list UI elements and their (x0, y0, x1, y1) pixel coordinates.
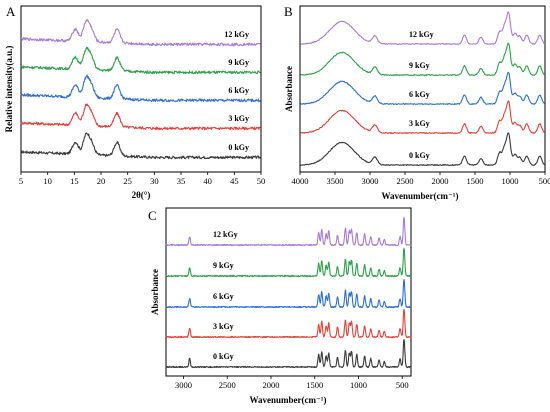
series-line (20, 103, 261, 131)
series-label: 6 kGy (409, 90, 430, 99)
x-tick-label: 1000 (350, 380, 367, 390)
series-line (299, 11, 546, 45)
panel-a-letter: A (6, 4, 16, 19)
panel-b-series-group (299, 11, 546, 166)
panel-a-y-axis-title: Relative intensity(a.u.) (4, 46, 14, 133)
x-tick-label: 1500 (306, 380, 323, 390)
panel-b-letter: B (284, 4, 293, 19)
panel-b-y-axis-title: Absorbance (284, 66, 294, 112)
panel-a: A 5 10 15 20 25 30 35 40 45 50 0 kGy 3 kGy 6 kGy 9 k… (4, 4, 265, 200)
x-tick-label: 1000 (502, 176, 519, 186)
series-line (300, 42, 546, 76)
x-tick-label: 2500 (219, 380, 236, 390)
panel-c: C 3000 2500 2000 1500 1000 500 0 kGy 3 kGy 6 kG… (148, 207, 412, 405)
x-tick-label: 3000 (175, 380, 192, 390)
x-tick-label: 1500 (467, 176, 484, 186)
x-tick-label: 50 (257, 176, 266, 186)
x-tick-label: 40 (203, 176, 212, 186)
panel-c-plot-frame (165, 207, 412, 377)
x-tick-label: 2000 (432, 176, 449, 186)
series-label: 0 kGy (213, 352, 234, 361)
series-label: 6 kGy (228, 86, 249, 95)
x-tick-label: 20 (97, 176, 106, 186)
panel-a-series-group (20, 19, 262, 160)
series-label: 3 kGy (213, 322, 234, 331)
panel-a-x-axis: 5 10 15 20 25 30 35 40 45 50 (19, 172, 265, 186)
series-label: 0 kGy (409, 151, 430, 160)
x-tick-label: 2000 (263, 380, 280, 390)
series-line (20, 74, 261, 103)
x-tick-label: 500 (539, 176, 550, 186)
panel-c-x-axis-title: Wavenumber(cm⁻¹) (250, 395, 327, 405)
x-tick-label: 15 (70, 176, 79, 186)
panel-c-letter: C (148, 208, 157, 223)
series-label: 3 kGy (409, 119, 430, 128)
x-tick-label: 3000 (362, 176, 379, 186)
panel-a-series-labels: 0 kGy 3 kGy 6 kGy 9 kGy 12 kGy (224, 30, 249, 152)
panel-b: B 4000 3500 3000 2500 2000 1500 1000 500 0 kGy 3… (284, 4, 550, 201)
series-line (165, 338, 412, 369)
panel-b-x-axis-title: Wavenumber(cm⁻¹) (382, 191, 459, 201)
x-tick-label: 45 (230, 176, 239, 186)
panel-c-y-axis-title: Absorbance (150, 269, 160, 315)
x-tick-label: 5 (19, 176, 23, 186)
series-line (165, 308, 412, 339)
x-tick-label: 4000 (292, 176, 309, 186)
series-label: 12 kGy (224, 30, 249, 39)
x-tick-label: 2500 (397, 176, 414, 186)
series-line (165, 247, 412, 278)
series-line (299, 100, 546, 134)
panel-b-plot-frame (299, 5, 546, 173)
series-line (300, 71, 546, 105)
series-line (165, 278, 412, 309)
series-label: 12 kGy (409, 30, 434, 39)
x-tick-label: 30 (150, 176, 159, 186)
x-tick-label: 35 (177, 176, 186, 186)
x-tick-label: 25 (123, 176, 132, 186)
series-label: 9 kGy (213, 261, 234, 270)
series-label: 9 kGy (409, 61, 430, 70)
panel-c-x-axis: 3000 2500 2000 1500 1000 500 (175, 376, 409, 390)
series-label: 3 kGy (228, 114, 249, 123)
panel-b-x-axis: 4000 3500 3000 2500 2000 1500 1000 500 (292, 172, 550, 186)
panel-c-series-labels: 0 kGy 3 kGy 6 kGy 9 kGy 12 kGy (213, 230, 238, 361)
x-tick-label: 3500 (327, 176, 344, 186)
series-label: 9 kGy (228, 58, 249, 67)
series-label: 12 kGy (213, 230, 238, 239)
series-line (20, 46, 261, 75)
series-line (165, 216, 412, 247)
panel-a-x-axis-title: 2θ(°) (132, 190, 151, 200)
panel-c-series-group (165, 216, 412, 369)
series-line (20, 19, 262, 47)
x-tick-label: 10 (43, 176, 52, 186)
series-line (20, 132, 261, 160)
panel-b-series-labels: 0 kGy 3 kGy 6 kGy 9 kGy 12 kGy (409, 30, 434, 160)
series-label: 0 kGy (228, 143, 249, 152)
series-line (300, 132, 546, 166)
x-tick-label: 500 (396, 380, 409, 390)
panel-a-plot-frame (20, 5, 262, 173)
series-label: 6 kGy (213, 292, 234, 301)
